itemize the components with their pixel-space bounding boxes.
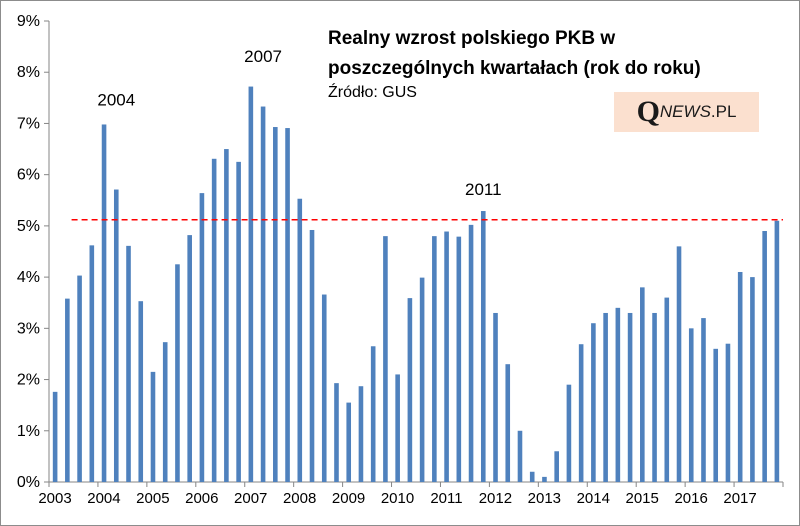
bar	[260, 106, 266, 483]
x-tick-label: 2017	[723, 490, 756, 507]
bar	[419, 277, 425, 482]
bar	[762, 231, 767, 482]
x-tick-label: 2011	[430, 490, 462, 507]
bar	[187, 235, 192, 482]
bar	[566, 384, 572, 482]
y-tick-label: 2%	[17, 372, 40, 389]
chart-source: Źródło: GUS	[328, 84, 417, 101]
bar	[199, 193, 205, 482]
bar	[591, 323, 596, 482]
bar	[493, 312, 498, 482]
bar	[150, 371, 156, 482]
x-tick-label: 2012	[479, 490, 512, 507]
qnews-logo: Q NEWS .PL	[614, 92, 759, 132]
bar	[664, 297, 670, 482]
bar	[138, 301, 144, 482]
bar	[432, 236, 437, 482]
bar	[321, 294, 327, 482]
x-tick-label: 2013	[528, 490, 561, 507]
y-tick-label: 6%	[17, 167, 40, 184]
bar	[652, 312, 657, 482]
x-tick-label: 2003	[38, 490, 71, 507]
y-tick-label: 8%	[17, 64, 40, 81]
year-annotation: 2007	[244, 47, 282, 66]
bar	[113, 189, 119, 482]
logo-q: Q	[636, 95, 660, 128]
y-tick-label: 9%	[17, 13, 40, 30]
bar	[101, 124, 107, 483]
bar	[309, 229, 315, 482]
bar	[701, 318, 706, 482]
bar	[676, 246, 682, 482]
bar	[774, 220, 780, 482]
bar	[444, 231, 449, 482]
bar	[162, 342, 168, 482]
bar	[529, 471, 535, 482]
chart-title-line-1: Realny wzrost polskiego PKB w	[328, 28, 616, 49]
y-tick-label: 1%	[17, 423, 40, 440]
bar	[737, 271, 743, 482]
bar	[224, 149, 229, 483]
logo-news: NEWS	[659, 102, 711, 121]
bar	[578, 344, 584, 482]
bar	[273, 127, 278, 482]
bar	[175, 264, 180, 482]
bar	[346, 402, 352, 482]
bar	[615, 307, 621, 482]
bar	[65, 298, 70, 482]
x-tick-label: 2005	[136, 490, 169, 507]
bar	[725, 343, 731, 482]
bar	[211, 158, 217, 482]
bar	[126, 245, 131, 482]
y-tick-label: 7%	[17, 115, 40, 132]
y-tick-label: 5%	[17, 218, 40, 235]
chart-title-line-2: poszczególnych kwartałach (rok do roku)	[328, 58, 701, 79]
y-tick-label: 0%	[17, 474, 40, 491]
bar	[480, 211, 486, 483]
bar	[517, 430, 523, 482]
bar	[248, 86, 254, 482]
bar	[383, 236, 388, 482]
bar	[395, 374, 400, 482]
bar	[627, 312, 633, 482]
bar	[750, 277, 755, 482]
year-annotation: 2004	[97, 91, 135, 110]
bar	[89, 245, 95, 482]
x-tick-label: 2010	[381, 490, 414, 507]
y-tick-label: 4%	[17, 269, 40, 286]
bar	[554, 451, 559, 482]
bar	[297, 198, 303, 483]
bar	[285, 128, 290, 482]
x-tick-label: 2004	[87, 490, 120, 507]
bar	[468, 224, 474, 482]
year-annotation: 2011	[465, 180, 502, 199]
bar	[603, 312, 608, 482]
bar	[77, 275, 82, 482]
x-tick-label: 2008	[283, 490, 316, 507]
bar	[236, 161, 241, 482]
x-tick-label: 2007	[234, 490, 267, 507]
logo-pl: .PL	[710, 102, 737, 121]
x-tick-label: 2014	[577, 490, 610, 507]
x-tick-label: 2015	[626, 490, 659, 507]
x-tick-label: 2006	[185, 490, 218, 507]
bar	[334, 383, 339, 482]
bar	[505, 364, 511, 482]
bar	[358, 386, 364, 482]
bar	[407, 298, 413, 482]
bar	[370, 346, 376, 482]
x-tick-label: 2009	[332, 490, 365, 507]
x-tick-label: 2016	[674, 490, 707, 507]
bar	[640, 287, 645, 482]
bar	[713, 348, 719, 482]
bar	[688, 328, 694, 482]
bar	[542, 476, 547, 482]
bar	[52, 391, 58, 482]
y-tick-label: 3%	[17, 320, 40, 337]
bar	[456, 236, 462, 482]
